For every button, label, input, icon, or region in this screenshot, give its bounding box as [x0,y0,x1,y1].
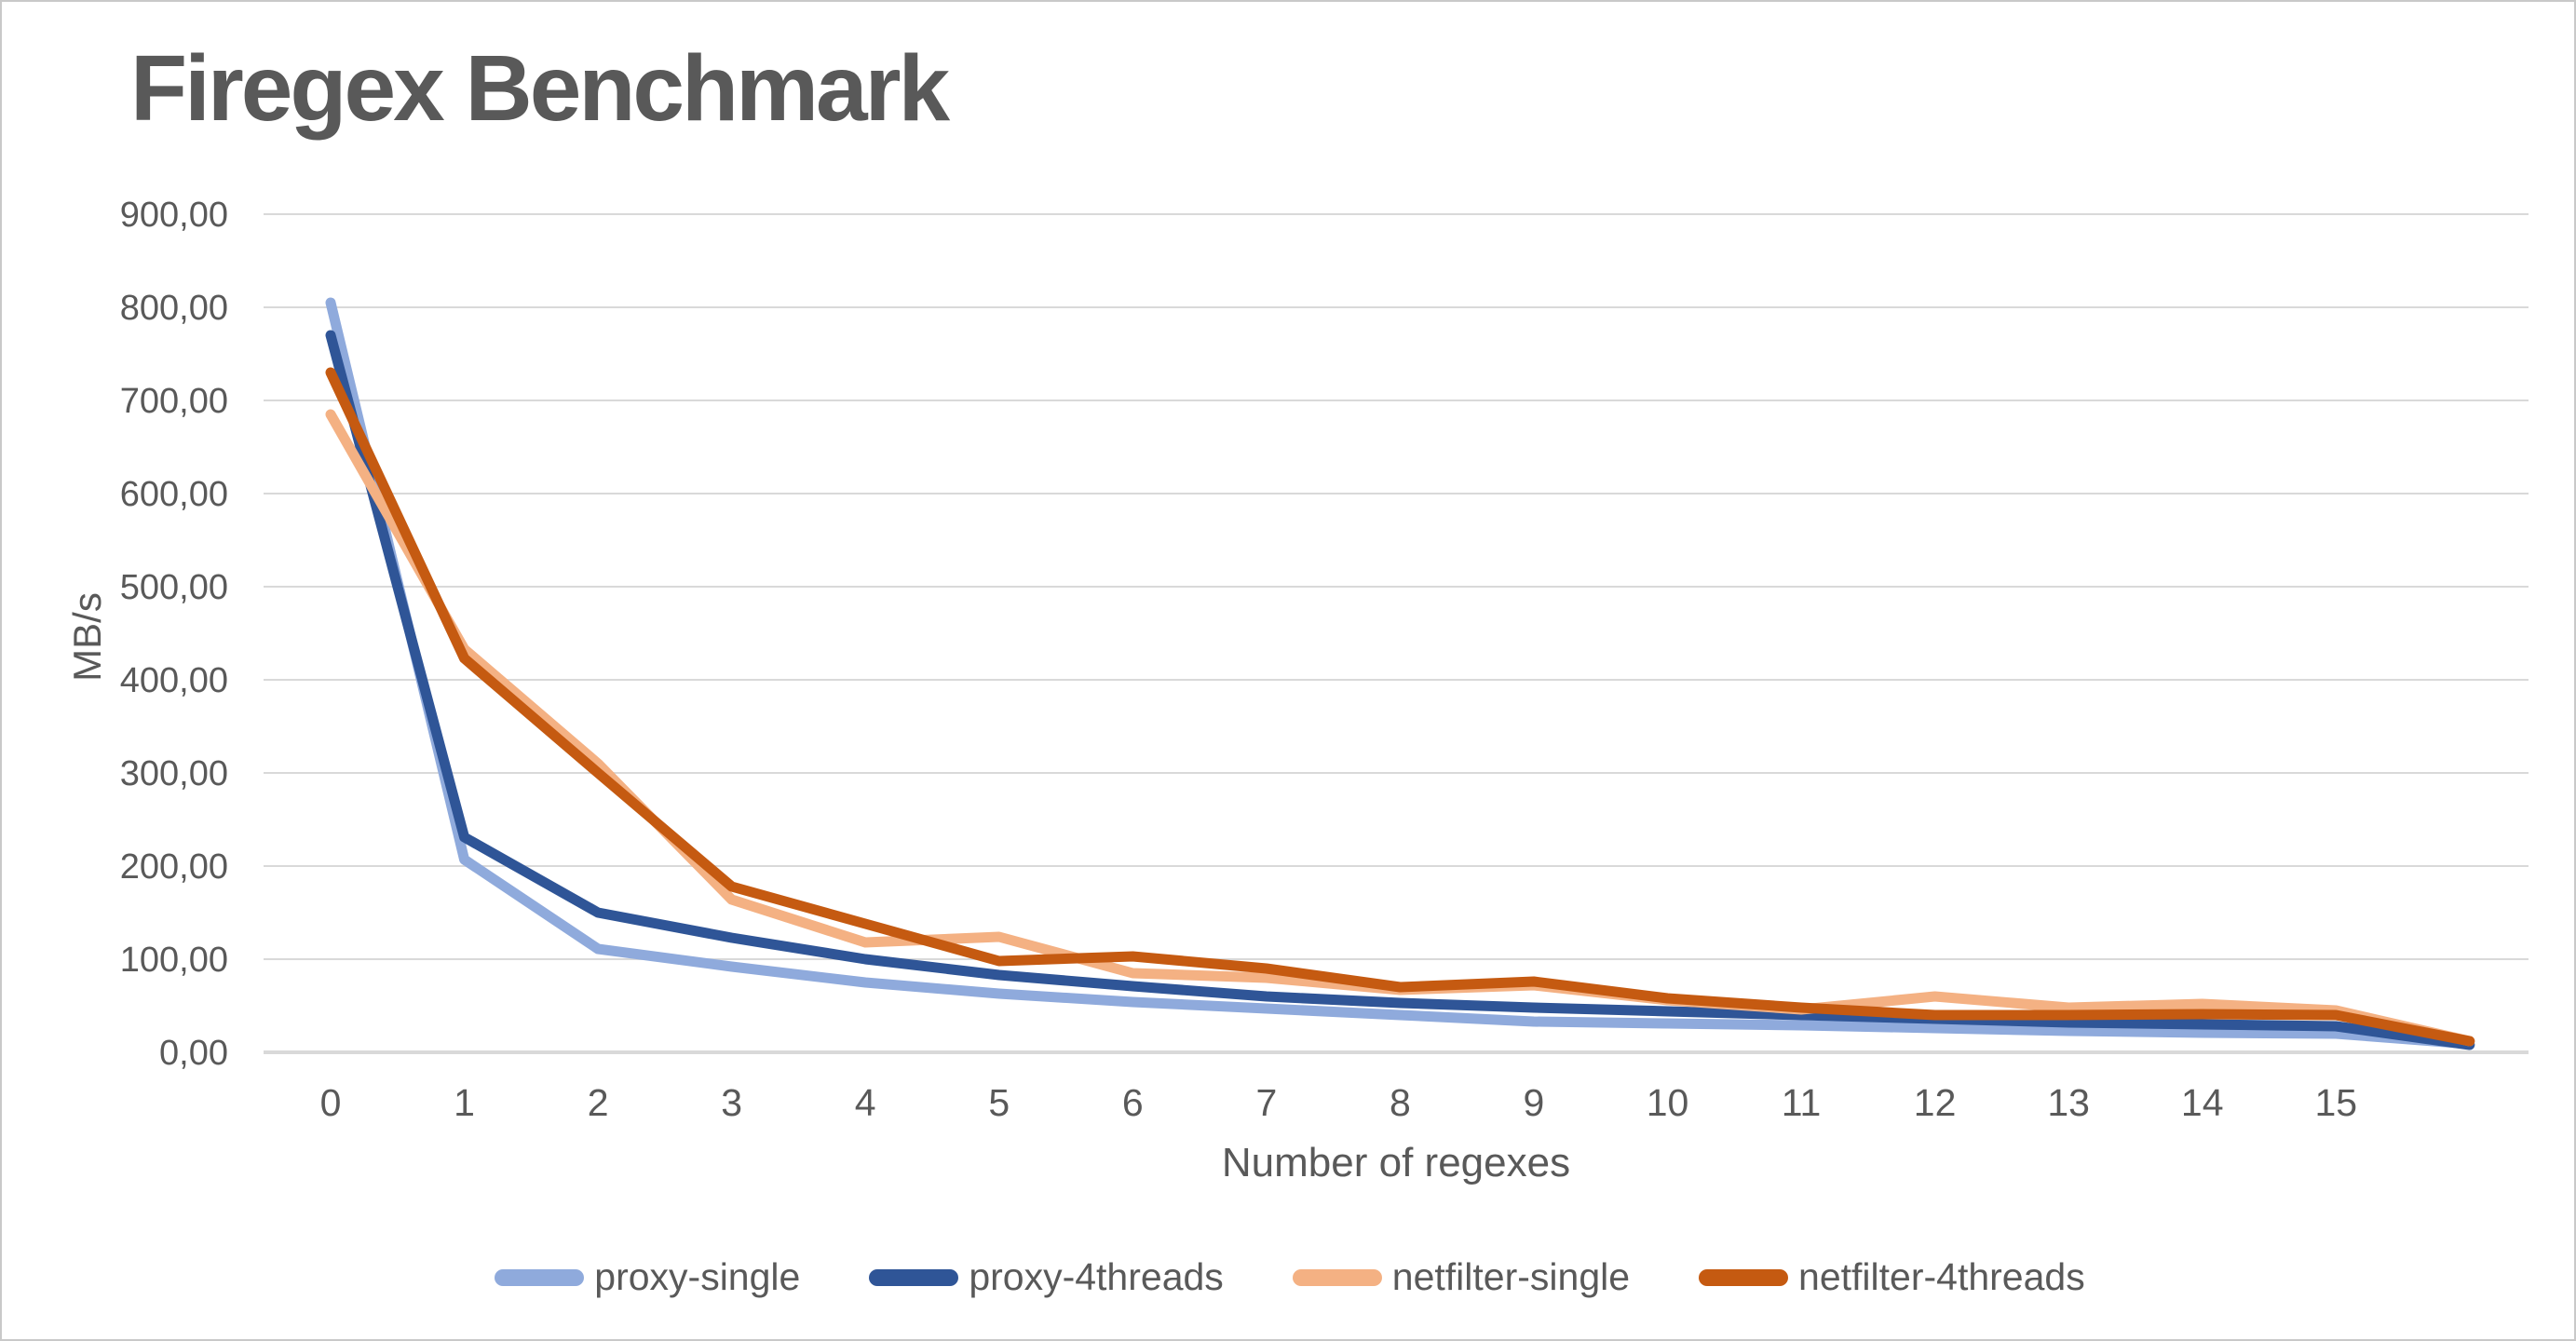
x-tick-label: 3 [721,1081,742,1124]
x-tick-label: 13 [2047,1081,2090,1124]
y-tick-label: 500,00 [120,568,228,607]
legend-label: netfilter-single [1391,1255,1631,1298]
x-tick-label: 2 [588,1081,609,1124]
legend-item-netfilter-single: netfilter-single [1292,1255,1631,1299]
legend-swatch-netfilter-4threads [1699,1268,1789,1286]
y-tick-label: 800,00 [120,289,228,328]
x-tick-label: 8 [1390,1081,1411,1124]
legend-item-proxy-single: proxy-single [495,1255,800,1299]
y-tick-label: 700,00 [120,382,228,421]
legend-swatch-proxy-4threads [869,1268,959,1286]
x-tick-label: 12 [1914,1081,1957,1124]
x-tick-label: 7 [1255,1081,1277,1124]
legend-label: proxy-4threads [969,1255,1224,1298]
x-tick-label: 14 [2181,1081,2224,1124]
series-line-netfilter-single [325,409,2475,1047]
legend-item-proxy-4threads: proxy-4threads [869,1255,1224,1299]
x-tick-label: 11 [1782,1081,1822,1124]
chart-legend: proxy-single proxy-4threads netfilter-si… [2,1255,2574,1299]
x-tick-label: 0 [320,1081,342,1124]
y-axis-title: MB/s [65,592,109,682]
legend-label: netfilter-4threads [1798,1255,2085,1298]
y-tick-label: 400,00 [120,661,228,700]
x-tick-label: 5 [988,1081,1010,1124]
series-line-proxy-4threads [325,330,2475,1050]
x-tick-label: 10 [1647,1081,1689,1124]
legend-label: proxy-single [594,1255,801,1298]
legend-swatch-proxy-single [495,1268,585,1286]
x-tick-label: 9 [1524,1081,1545,1124]
series-line-netfilter-4threads [325,367,2475,1047]
y-tick-label: 600,00 [120,475,228,514]
y-tick-label: 200,00 [120,847,228,887]
y-tick-label: 0,00 [159,1034,228,1073]
y-tick-label: 900,00 [120,196,228,235]
y-tick-label: 300,00 [120,754,228,793]
x-tick-label: 4 [855,1081,876,1124]
x-tick-label: 15 [2314,1081,2357,1124]
chart-title: Firegex Benchmark [130,36,950,141]
x-axis-title: Number of regexes [1221,1140,1571,1185]
series-line-proxy-single [325,297,2475,1050]
x-tick-label: 1 [454,1081,475,1124]
y-tick-label: 100,00 [120,941,228,980]
x-tick-label: 6 [1122,1081,1144,1124]
legend-item-netfilter-4threads: netfilter-4threads [1699,1255,2085,1299]
legend-swatch-netfilter-single [1292,1268,1382,1286]
